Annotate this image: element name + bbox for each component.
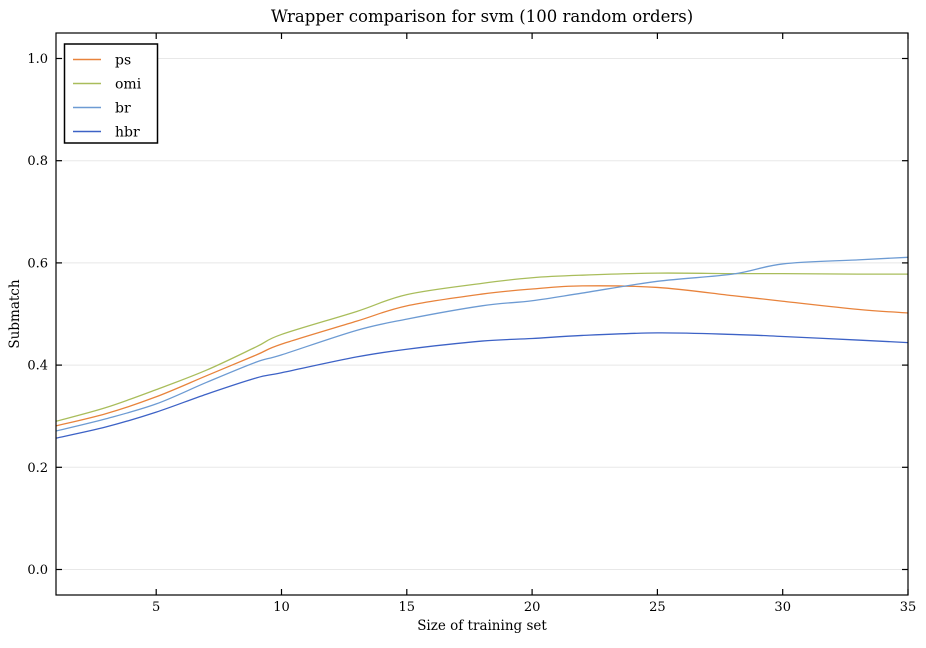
legend-label-omi: omi [115, 77, 142, 93]
y-tick-label: 0.6 [27, 256, 48, 271]
legend-box [63, 43, 159, 144]
y-tick-label: 0.4 [27, 359, 48, 374]
series-lines [56, 256, 908, 439]
series-line-hbr [56, 332, 908, 439]
y-tick-label: 1.0 [27, 52, 48, 67]
legend: ps omi br hbr [63, 43, 159, 144]
plot-area-border [55, 32, 909, 596]
legend-item-hbr: hbr [73, 125, 140, 141]
y-tick-label: 0.0 [27, 563, 48, 578]
series-line-omi [56, 272, 908, 422]
y-tick-label: 0.8 [27, 154, 48, 169]
chart-title: Wrapper comparison for svm (100 random o… [271, 7, 693, 26]
x-tick-label: 30 [774, 600, 791, 615]
legend-item-ps: ps [73, 53, 131, 69]
series-line-br [56, 256, 908, 432]
x-tick-label: 20 [524, 600, 541, 615]
y-tick-label: 0.2 [27, 461, 48, 476]
x-tick-label: 25 [649, 600, 666, 615]
legend-label-br: br [115, 101, 131, 117]
x-tick-label: 15 [399, 600, 416, 615]
legend-item-br: br [73, 101, 131, 117]
axis-ticks: 5 10 15 20 25 30 35 0.0 0.2 0.4 0.6 0.8 1.0 [27, 33, 916, 615]
legend-label-hbr: hbr [115, 125, 140, 141]
x-axis-label: Size of training set [417, 618, 547, 634]
legend-label-ps: ps [115, 53, 131, 69]
series-line-ps [56, 285, 908, 427]
y-axis-label: Submatch [7, 279, 23, 348]
gridlines [56, 58, 908, 570]
x-tick-label: 35 [900, 600, 917, 615]
legend-item-omi: omi [73, 77, 142, 93]
x-tick-label: 5 [152, 600, 160, 615]
x-tick-label: 10 [273, 600, 290, 615]
